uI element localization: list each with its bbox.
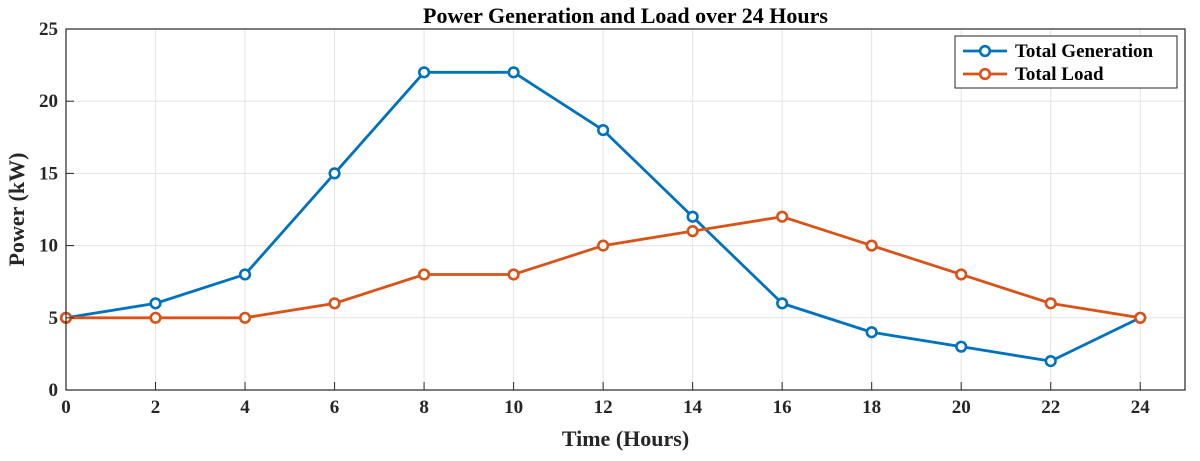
data-point xyxy=(776,210,789,223)
x-tick-label: 10 xyxy=(504,397,523,418)
x-tick-label: 2 xyxy=(151,397,161,418)
x-tick-label: 12 xyxy=(594,397,613,418)
y-tick-label: 15 xyxy=(39,163,58,184)
data-point xyxy=(776,297,789,310)
y-axis-title: Power (kW) xyxy=(4,153,29,267)
x-tick-label: 6 xyxy=(330,397,340,418)
data-point xyxy=(507,268,520,281)
series-1 xyxy=(59,210,1147,324)
data-point xyxy=(955,340,968,353)
x-tick-label: 4 xyxy=(240,397,250,418)
data-point xyxy=(865,326,878,339)
y-tick-label: 25 xyxy=(39,19,58,40)
data-point xyxy=(328,167,341,180)
data-point xyxy=(149,297,162,310)
data-point xyxy=(507,66,520,79)
legend-marker xyxy=(978,44,992,58)
x-tick-label: 8 xyxy=(419,397,429,418)
data-point xyxy=(1134,311,1147,324)
data-point xyxy=(149,311,162,324)
data-point xyxy=(686,225,699,238)
data-point xyxy=(1044,355,1057,368)
data-point xyxy=(238,311,252,324)
x-tick-label: 20 xyxy=(952,397,971,418)
y-tick-label: 20 xyxy=(39,91,58,112)
chart-title: Power Generation and Load over 24 Hours xyxy=(423,3,828,28)
legend-item: Total Generation xyxy=(963,41,1154,62)
legend-label: Total Load xyxy=(1015,64,1104,85)
x-tick-label: 18 xyxy=(862,397,881,418)
y-tick-label: 10 xyxy=(39,236,58,257)
legend-box xyxy=(954,35,1178,89)
legend-label: Total Generation xyxy=(1015,41,1154,62)
data-point xyxy=(955,268,968,281)
series-layer xyxy=(59,66,1147,368)
x-tick-label: 0 xyxy=(61,397,71,418)
legend-item: Total Load xyxy=(963,64,1104,85)
data-point xyxy=(417,268,431,281)
y-tick-label: 5 xyxy=(49,308,59,329)
plot-area xyxy=(66,29,1185,390)
x-tick-label: 14 xyxy=(683,397,703,418)
x-tick-label: 16 xyxy=(773,397,792,418)
x-tick-label: 24 xyxy=(1131,397,1151,418)
data-point xyxy=(328,297,341,310)
y-tick-label: 0 xyxy=(49,380,59,401)
data-point xyxy=(417,66,431,79)
x-tick-label: 22 xyxy=(1041,397,1060,418)
plot-border xyxy=(65,28,1186,391)
data-point xyxy=(865,239,878,252)
data-point xyxy=(597,239,610,252)
legend-marker xyxy=(978,67,992,81)
data-point xyxy=(1044,297,1057,310)
data-point xyxy=(238,268,252,281)
data-point xyxy=(597,123,610,137)
x-axis-title: Time (Hours) xyxy=(562,426,689,451)
data-point xyxy=(686,210,699,223)
